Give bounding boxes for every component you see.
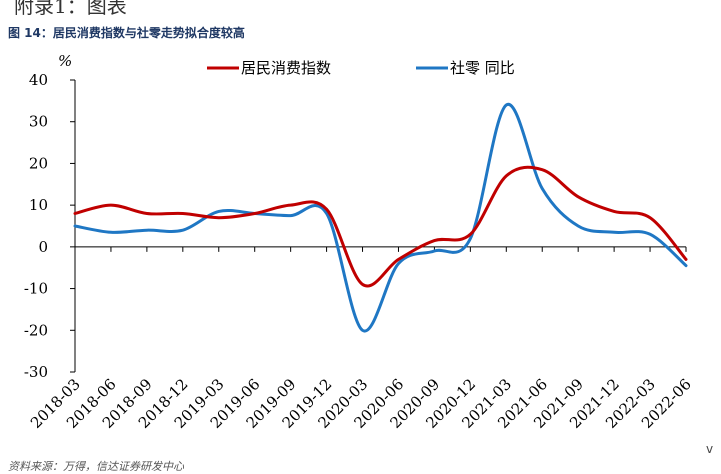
y-tick-label: 40 — [29, 71, 48, 89]
appendix-heading: 附录1：图表 — [14, 0, 127, 18]
legend-label-0: 居民消费指数 — [241, 59, 331, 77]
y-tick-label: -20 — [24, 321, 48, 339]
y-axis-unit-label: % — [58, 52, 72, 70]
y-tick-label: 0 — [38, 238, 48, 256]
chart-axes: -30-20-10010203040%2018-032018-062018-09… — [24, 52, 695, 432]
y-tick-label: 20 — [29, 154, 48, 172]
y-tick-label: -10 — [24, 280, 48, 298]
series-line-0 — [73, 165, 688, 288]
chart-plot-area — [73, 103, 688, 333]
series-line-1 — [73, 103, 688, 333]
y-tick-label: -30 — [24, 363, 48, 381]
figure-title: 图 14：居民消费指数与社零走势拟合度较高 — [8, 26, 245, 40]
chart-legend: 居民消费指数 社零 同比 — [207, 59, 515, 77]
y-tick-label: 10 — [29, 196, 48, 214]
edge-mark: v — [706, 442, 714, 456]
legend-label-1: 社零 同比 — [450, 59, 515, 77]
data-source-note: 资料来源：万得，信达证券研发中心 — [8, 460, 184, 473]
y-tick-label: 30 — [29, 113, 48, 131]
